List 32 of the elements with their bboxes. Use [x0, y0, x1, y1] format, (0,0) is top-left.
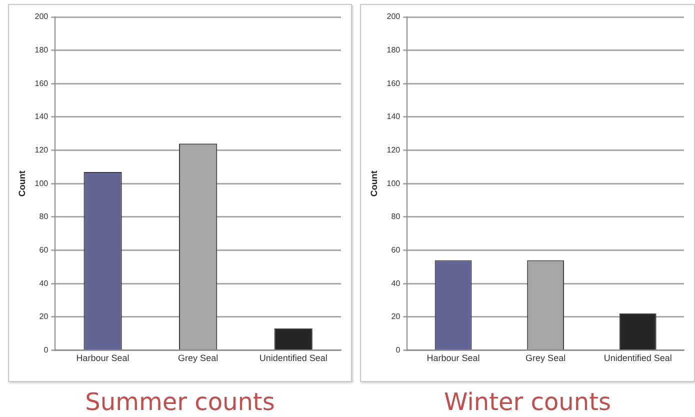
- y-tick-label: 200: [34, 12, 49, 22]
- x-tick-label: Unidentified Seal: [604, 353, 672, 364]
- y-tick-label: 160: [386, 78, 401, 88]
- x-tick-label: Harbour Seal: [76, 353, 130, 364]
- y-tick-label: 40: [39, 278, 49, 288]
- y-tick-label: 140: [34, 112, 49, 122]
- y-tick-label: 100: [34, 178, 49, 188]
- y-tick-label: 180: [34, 46, 49, 55]
- y-tick-label: 20: [391, 312, 401, 322]
- y-tick-label: 180: [386, 46, 401, 55]
- y-tick-label: 80: [39, 212, 49, 222]
- y-tick-label: 40: [391, 278, 401, 288]
- x-tick-label: Unidentified Seal: [259, 353, 328, 364]
- y-tick-label: 20: [39, 312, 49, 322]
- x-tick-label: Grey Seal: [526, 353, 566, 364]
- y-axis-title: Count: [368, 170, 379, 197]
- y-tick-label: 0: [44, 345, 49, 354]
- x-tick-label: Grey Seal: [178, 353, 218, 364]
- y-tick-label: 140: [386, 112, 401, 122]
- y-tick-label: 0: [396, 345, 401, 354]
- y-tick-label: 60: [39, 245, 49, 254]
- x-tick-label: Harbour Seal: [426, 353, 480, 364]
- y-tick-label: 200: [386, 12, 401, 22]
- y-tick-label: 120: [34, 145, 49, 154]
- y-tick-label: 120: [386, 145, 401, 154]
- y-axis-title: Count: [16, 170, 27, 197]
- y-tick-label: 100: [386, 178, 401, 188]
- text: Winter counts: [443, 388, 612, 416]
- y-tick-label: 80: [391, 212, 401, 222]
- y-tick-label: 60: [391, 245, 401, 254]
- y-tick-label: 160: [34, 78, 49, 88]
- text: Summer counts: [84, 388, 276, 416]
